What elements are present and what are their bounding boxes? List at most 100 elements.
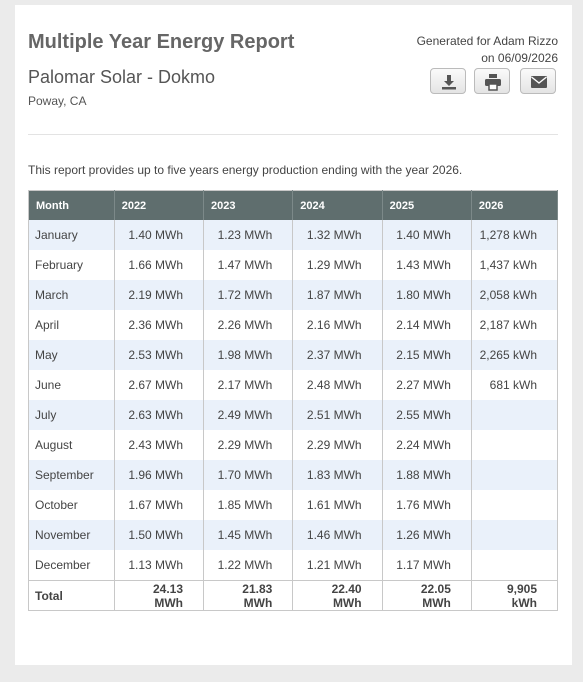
value-cell: 2.53 MWh [114,340,205,370]
total-row: Total 24.13 MWh 21.83 MWh 22.40 MWh 22.05 MW… [28,580,559,611]
column-header: 2023 [203,190,294,220]
table-row: November 1.50 MWh 1.45 MWh 1.46 MWh 1.26 MWh [28,520,559,550]
divider [28,134,558,135]
value-cell: 1.61 MWh [292,490,383,520]
value-cell [471,550,559,581]
value-cell: 2.15 MWh [382,340,472,370]
month-cell: February [28,250,115,280]
value-cell: 1.80 MWh [382,280,472,310]
value-cell: 1.66 MWh [114,250,205,280]
month-cell: August [28,430,115,460]
total-cell: 22.40 MWh [292,580,383,611]
table-row: June 2.67 MWh 2.17 MWh 2.48 MWh 2.27 MWh 681 … [28,370,559,400]
month-cell: December [28,550,115,581]
table-body: January 1.40 MWh 1.23 MWh 1.32 MWh 1.40 MWh 1… [28,220,559,611]
total-cell: 22.05 MWh [382,580,472,611]
print-icon [485,74,501,91]
energy-table: Month 2022 2023 2024 2025 2026 January 1.40 MW… [28,190,559,611]
value-cell [471,430,559,460]
value-cell: 2.16 MWh [292,310,383,340]
month-cell: May [28,340,115,370]
value-cell: 2,265 kWh [471,340,559,370]
value-cell: 1.13 MWh [114,550,205,581]
value-cell: 2.19 MWh [114,280,205,310]
value-cell: 1.72 MWh [203,280,294,310]
value-cell: 2.37 MWh [292,340,383,370]
value-cell: 681 kWh [471,370,559,400]
value-cell [471,490,559,520]
value-cell: 2,058 kWh [471,280,559,310]
value-cell: 1.67 MWh [114,490,205,520]
value-cell: 1.85 MWh [203,490,294,520]
value-cell: 2.55 MWh [382,400,472,430]
table-row: October 1.67 MWh 1.85 MWh 1.61 MWh 1.76 MWh [28,490,559,520]
value-cell: 1.29 MWh [292,250,383,280]
value-cell: 2.29 MWh [203,430,294,460]
value-cell: 1.21 MWh [292,550,383,581]
value-cell: 2.36 MWh [114,310,205,340]
total-cell: 9,905 kWh [471,580,559,611]
value-cell [471,400,559,430]
total-cell: 24.13 MWh [114,580,205,611]
value-cell [471,460,559,490]
month-cell: June [28,370,115,400]
table-row: March 2.19 MWh 1.72 MWh 1.87 MWh 1.80 MWh 2,0… [28,280,559,310]
value-cell: 2,187 kWh [471,310,559,340]
column-header: 2025 [382,190,472,220]
value-cell: 1.23 MWh [203,220,294,250]
table-row: April 2.36 MWh 2.26 MWh 2.16 MWh 2.14 MWh 2,1… [28,310,559,340]
value-cell: 1.40 MWh [114,220,205,250]
value-cell: 1.26 MWh [382,520,472,550]
value-cell: 1.46 MWh [292,520,383,550]
header-row: Month 2022 2023 2024 2025 2026 [28,190,559,220]
generated-for: Generated for Adam Rizzo [416,34,558,48]
report-card: Multiple Year Energy Report Palomar Sola… [15,5,572,665]
generated-on: on 06/09/2026 [481,51,558,65]
value-cell: 2.49 MWh [203,400,294,430]
table-row: September 1.96 MWh 1.70 MWh 1.83 MWh 1.88 MW… [28,460,559,490]
value-cell: 2.14 MWh [382,310,472,340]
table-row: December 1.13 MWh 1.22 MWh 1.21 MWh 1.17 MWh [28,550,559,581]
value-cell: 1.87 MWh [292,280,383,310]
value-cell: 2.27 MWh [382,370,472,400]
site-name: Palomar Solar - Dokmo [28,67,216,87]
month-cell: October [28,490,115,520]
value-cell: 2.48 MWh [292,370,383,400]
table-row: July 2.63 MWh 2.49 MWh 2.51 MWh 2.55 MWh [28,400,559,430]
column-header: Month [28,190,115,220]
report-title: Multiple Year Energy Report [28,31,295,53]
value-cell: 1,278 kWh [471,220,559,250]
column-header: 2026 [471,190,559,220]
value-cell: 1.32 MWh [292,220,383,250]
print-button[interactable] [474,68,510,94]
table-row: January 1.40 MWh 1.23 MWh 1.32 MWh 1.40 MWh 1… [28,220,559,250]
value-cell: 1.40 MWh [382,220,472,250]
value-cell: 2.26 MWh [203,310,294,340]
download-button[interactable] [430,68,466,94]
value-cell: 1.50 MWh [114,520,205,550]
value-cell: 1,437 kWh [471,250,559,280]
download-icon [442,75,456,90]
value-cell: 1.96 MWh [114,460,205,490]
value-cell: 1.17 MWh [382,550,472,581]
value-cell: 1.83 MWh [292,460,383,490]
email-icon [531,76,547,88]
value-cell: 2.43 MWh [114,430,205,460]
value-cell: 1.43 MWh [382,250,472,280]
value-cell: 1.76 MWh [382,490,472,520]
total-label: Total [28,580,115,611]
month-cell: July [28,400,115,430]
table-row: February 1.66 MWh 1.47 MWh 1.29 MWh 1.43 MWh… [28,250,559,280]
value-cell: 2.51 MWh [292,400,383,430]
value-cell: 2.29 MWh [292,430,383,460]
value-cell: 1.45 MWh [203,520,294,550]
value-cell: 1.88 MWh [382,460,472,490]
value-cell: 2.63 MWh [114,400,205,430]
value-cell: 2.24 MWh [382,430,472,460]
email-button[interactable] [520,68,556,94]
month-cell: April [28,310,115,340]
column-header: 2024 [292,190,383,220]
month-cell: March [28,280,115,310]
table-row: August 2.43 MWh 2.29 MWh 2.29 MWh 2.24 MWh [28,430,559,460]
